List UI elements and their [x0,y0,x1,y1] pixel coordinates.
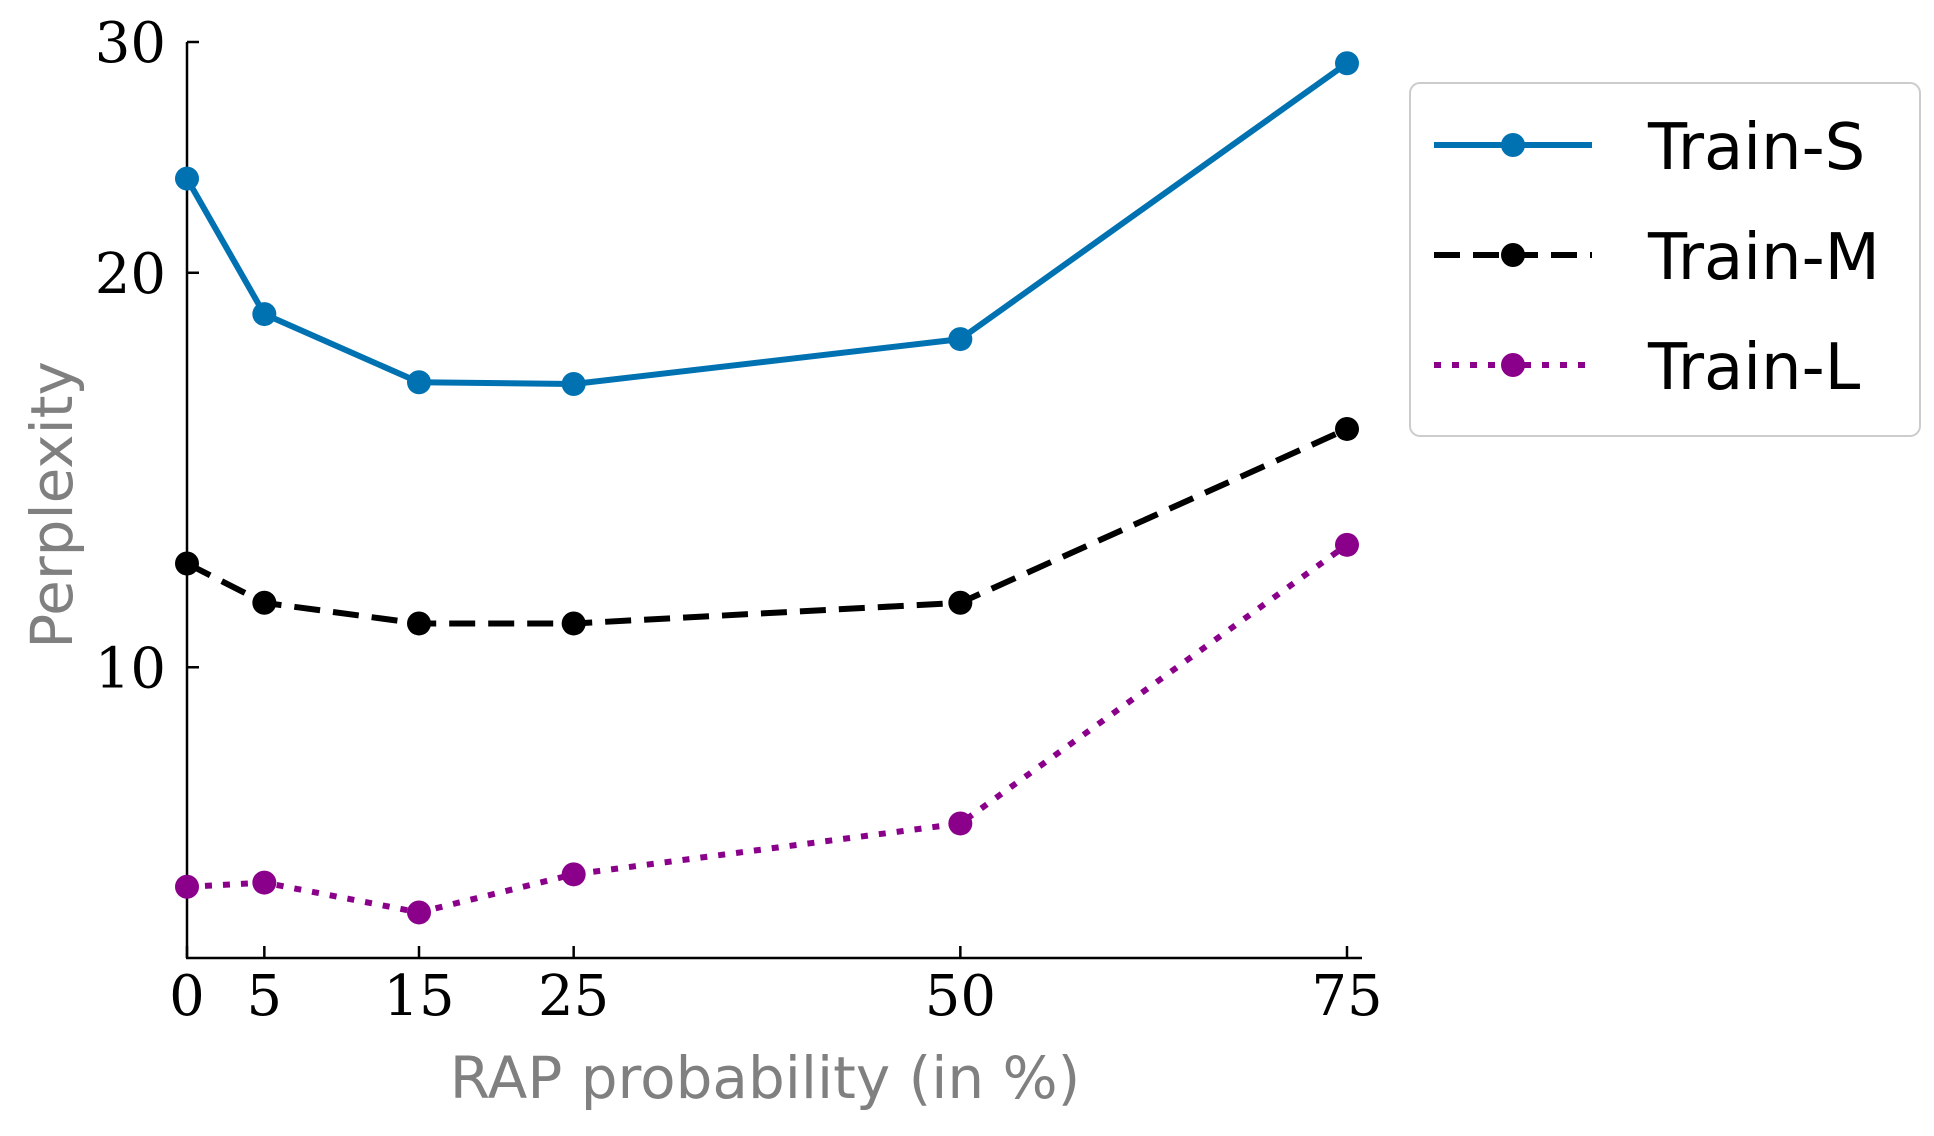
data-point [1335,416,1359,441]
data-point [175,551,199,576]
data-point [407,900,431,925]
y-tick-label: 10 [95,636,166,701]
data-point [252,590,277,615]
data-point [407,611,431,636]
legend-marker [1501,133,1525,157]
data-point [252,302,277,327]
x-tick-label: 15 [383,964,454,1029]
legend-label: Train-M [1647,221,1880,295]
data-point [561,862,586,887]
data-point [561,371,586,396]
series-train-l [175,532,1359,925]
x-tick-label: 0 [169,964,205,1029]
x-tick-label: 5 [247,964,283,1029]
x-tick-label: 50 [925,964,996,1029]
x-tick-label: 75 [1311,964,1382,1029]
legend-marker [1501,243,1525,267]
y-ticks: 10 20 30 [95,11,199,701]
legend-item: Train-L [1434,331,1861,405]
legend-marker [1501,353,1525,377]
y-axis-title: Perplexity [18,361,86,649]
series-line [185,426,1349,627]
legend-label: Train-L [1647,331,1861,405]
data-point [948,590,973,615]
data-point [252,870,277,895]
data-point [175,166,199,191]
y-tick-label: 20 [95,242,166,307]
x-ticks: 0 5 15 25 50 75 [169,946,1383,1029]
data-point [948,811,973,836]
x-axis-title: RAP probability (in %) [450,1044,1081,1112]
legend-frame [1409,82,1921,437]
legend-label: Train-S [1647,111,1865,185]
data-point [1335,532,1359,557]
x-tick-label: 25 [538,964,609,1029]
data-point [407,370,431,395]
data-point [561,611,586,636]
data-point [948,327,973,352]
axes [185,42,1362,960]
y-tick-label: 30 [95,11,166,76]
series-line [186,542,1349,916]
series-train-s [175,51,1359,396]
legend-item: Train-S [1434,111,1865,185]
series-layer [175,51,1359,925]
data-point [175,874,199,899]
series-line [184,60,1349,387]
series-train-m [175,416,1359,636]
data-point [1335,51,1359,76]
legend-item: Train-M [1434,221,1880,295]
legend: Train-S Train-M Train-L [1409,82,1921,437]
